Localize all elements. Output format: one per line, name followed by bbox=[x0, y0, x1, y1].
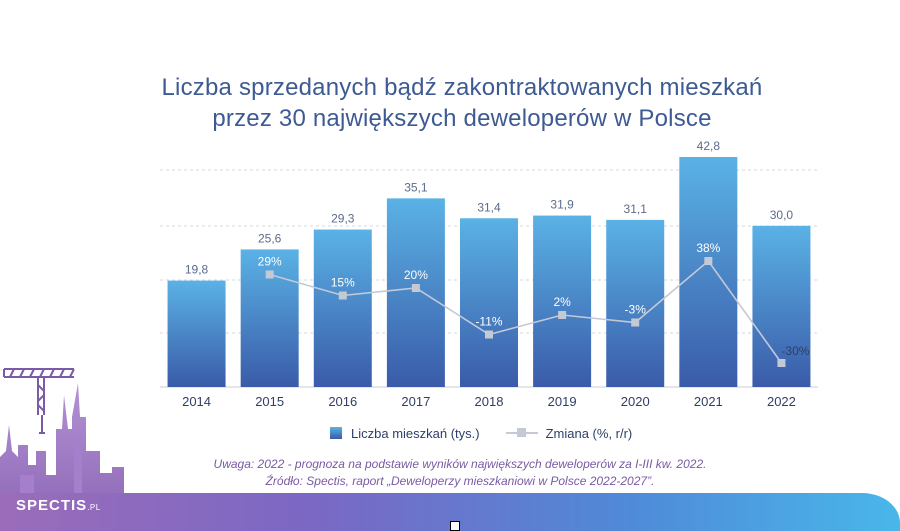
bar-2018 bbox=[460, 218, 518, 387]
legend: Liczba mieszkań (tys.) Zmiana (%, r/r) bbox=[330, 423, 632, 443]
legend-line-label: Zmiana (%, r/r) bbox=[545, 425, 633, 441]
bar-2014 bbox=[167, 280, 226, 387]
chart-title: Liczba sprzedanych bądź zakontraktowanyc… bbox=[0, 72, 900, 134]
x-tick-label-2015: 2015 bbox=[255, 394, 284, 409]
change-point-2016 bbox=[338, 291, 347, 300]
note-source: Źródło: Spectis, raport „Deweloperzy mie… bbox=[265, 474, 655, 488]
change-point-2019 bbox=[558, 311, 567, 319]
crane-icon bbox=[3, 368, 75, 434]
change-label-2018: -11% bbox=[475, 315, 502, 329]
change-line bbox=[269, 259, 783, 364]
note-uwaga: Uwaga: 2022 - prognoza na podstawie wyni… bbox=[213, 457, 707, 471]
change-point-2018 bbox=[485, 330, 493, 339]
bar-value-label-2018: 31,4 bbox=[477, 200, 501, 214]
change-label-2016: 15% bbox=[331, 276, 355, 290]
bar-value-label-2015: 25,6 bbox=[258, 231, 282, 245]
bar-value-label-2021: 42,8 bbox=[697, 139, 721, 153]
change-label-2020: -3% bbox=[625, 303, 647, 317]
bar-value-label-2022: 30,0 bbox=[770, 208, 794, 222]
bar-value-label-2019: 31,9 bbox=[550, 198, 574, 212]
bar-value-label-2017: 35,1 bbox=[404, 180, 428, 194]
x-tick-label-2019: 2019 bbox=[548, 394, 577, 409]
bar-value-label-2016: 29,3 bbox=[331, 212, 355, 226]
x-tick-label-2022: 2022 bbox=[767, 394, 796, 409]
bar-2019 bbox=[533, 215, 592, 387]
change-label-2015: 29% bbox=[258, 255, 282, 269]
bar-series: 19,8 25,6 29,3 35,1 31,4 31,9 31,1 42,8 30,0 bbox=[167, 139, 811, 387]
legend-line-marker bbox=[505, 427, 538, 439]
logo-suffix: .PL bbox=[87, 503, 101, 512]
resize-handle[interactable] bbox=[450, 521, 460, 531]
x-tick-label-2016: 2016 bbox=[328, 394, 357, 409]
logo-name: SPECTIS bbox=[16, 497, 88, 514]
bar-2021 bbox=[679, 157, 738, 387]
bar-value-label-2014: 19,8 bbox=[185, 263, 209, 277]
legend-bar-swatch bbox=[330, 427, 342, 439]
spectis-logo: SPECTIS.PL bbox=[16, 497, 101, 514]
change-point-2015 bbox=[265, 270, 274, 279]
change-point-2021 bbox=[704, 257, 713, 265]
change-point-2020 bbox=[631, 318, 640, 327]
x-axis-labels: 2014 2015 2016 2017 2018 2019 2020 2021 2022 bbox=[182, 394, 796, 409]
bar-2020 bbox=[606, 219, 665, 387]
chart-title-line1: Liczba sprzedanych bądź zakontraktowanyc… bbox=[161, 74, 763, 101]
line-series: 29% 15% 20% -11% 2% -3% 38% -30% bbox=[258, 241, 810, 367]
change-point-2017 bbox=[411, 284, 420, 292]
bar-value-label-2020: 31,1 bbox=[624, 202, 648, 216]
change-label-2019: 2% bbox=[553, 295, 571, 309]
bar-2017 bbox=[386, 198, 445, 387]
legend-bar-label: Liczba mieszkań (tys.) bbox=[351, 425, 480, 441]
bar-2016 bbox=[313, 229, 372, 387]
x-tick-label-2018: 2018 bbox=[475, 394, 504, 409]
chart-title-line2: przez 30 największych deweloperów w Pols… bbox=[212, 105, 712, 132]
change-label-2022: -30% bbox=[781, 344, 809, 358]
x-tick-label-2021: 2021 bbox=[694, 394, 723, 409]
change-label-2021: 38% bbox=[696, 241, 720, 255]
change-label-2017: 20% bbox=[404, 268, 428, 282]
bar-2015 bbox=[240, 249, 299, 387]
x-tick-label-2014: 2014 bbox=[182, 394, 211, 409]
x-tick-label-2020: 2020 bbox=[621, 394, 650, 409]
x-tick-label-2017: 2017 bbox=[401, 394, 430, 409]
change-point-2022 bbox=[777, 359, 786, 367]
